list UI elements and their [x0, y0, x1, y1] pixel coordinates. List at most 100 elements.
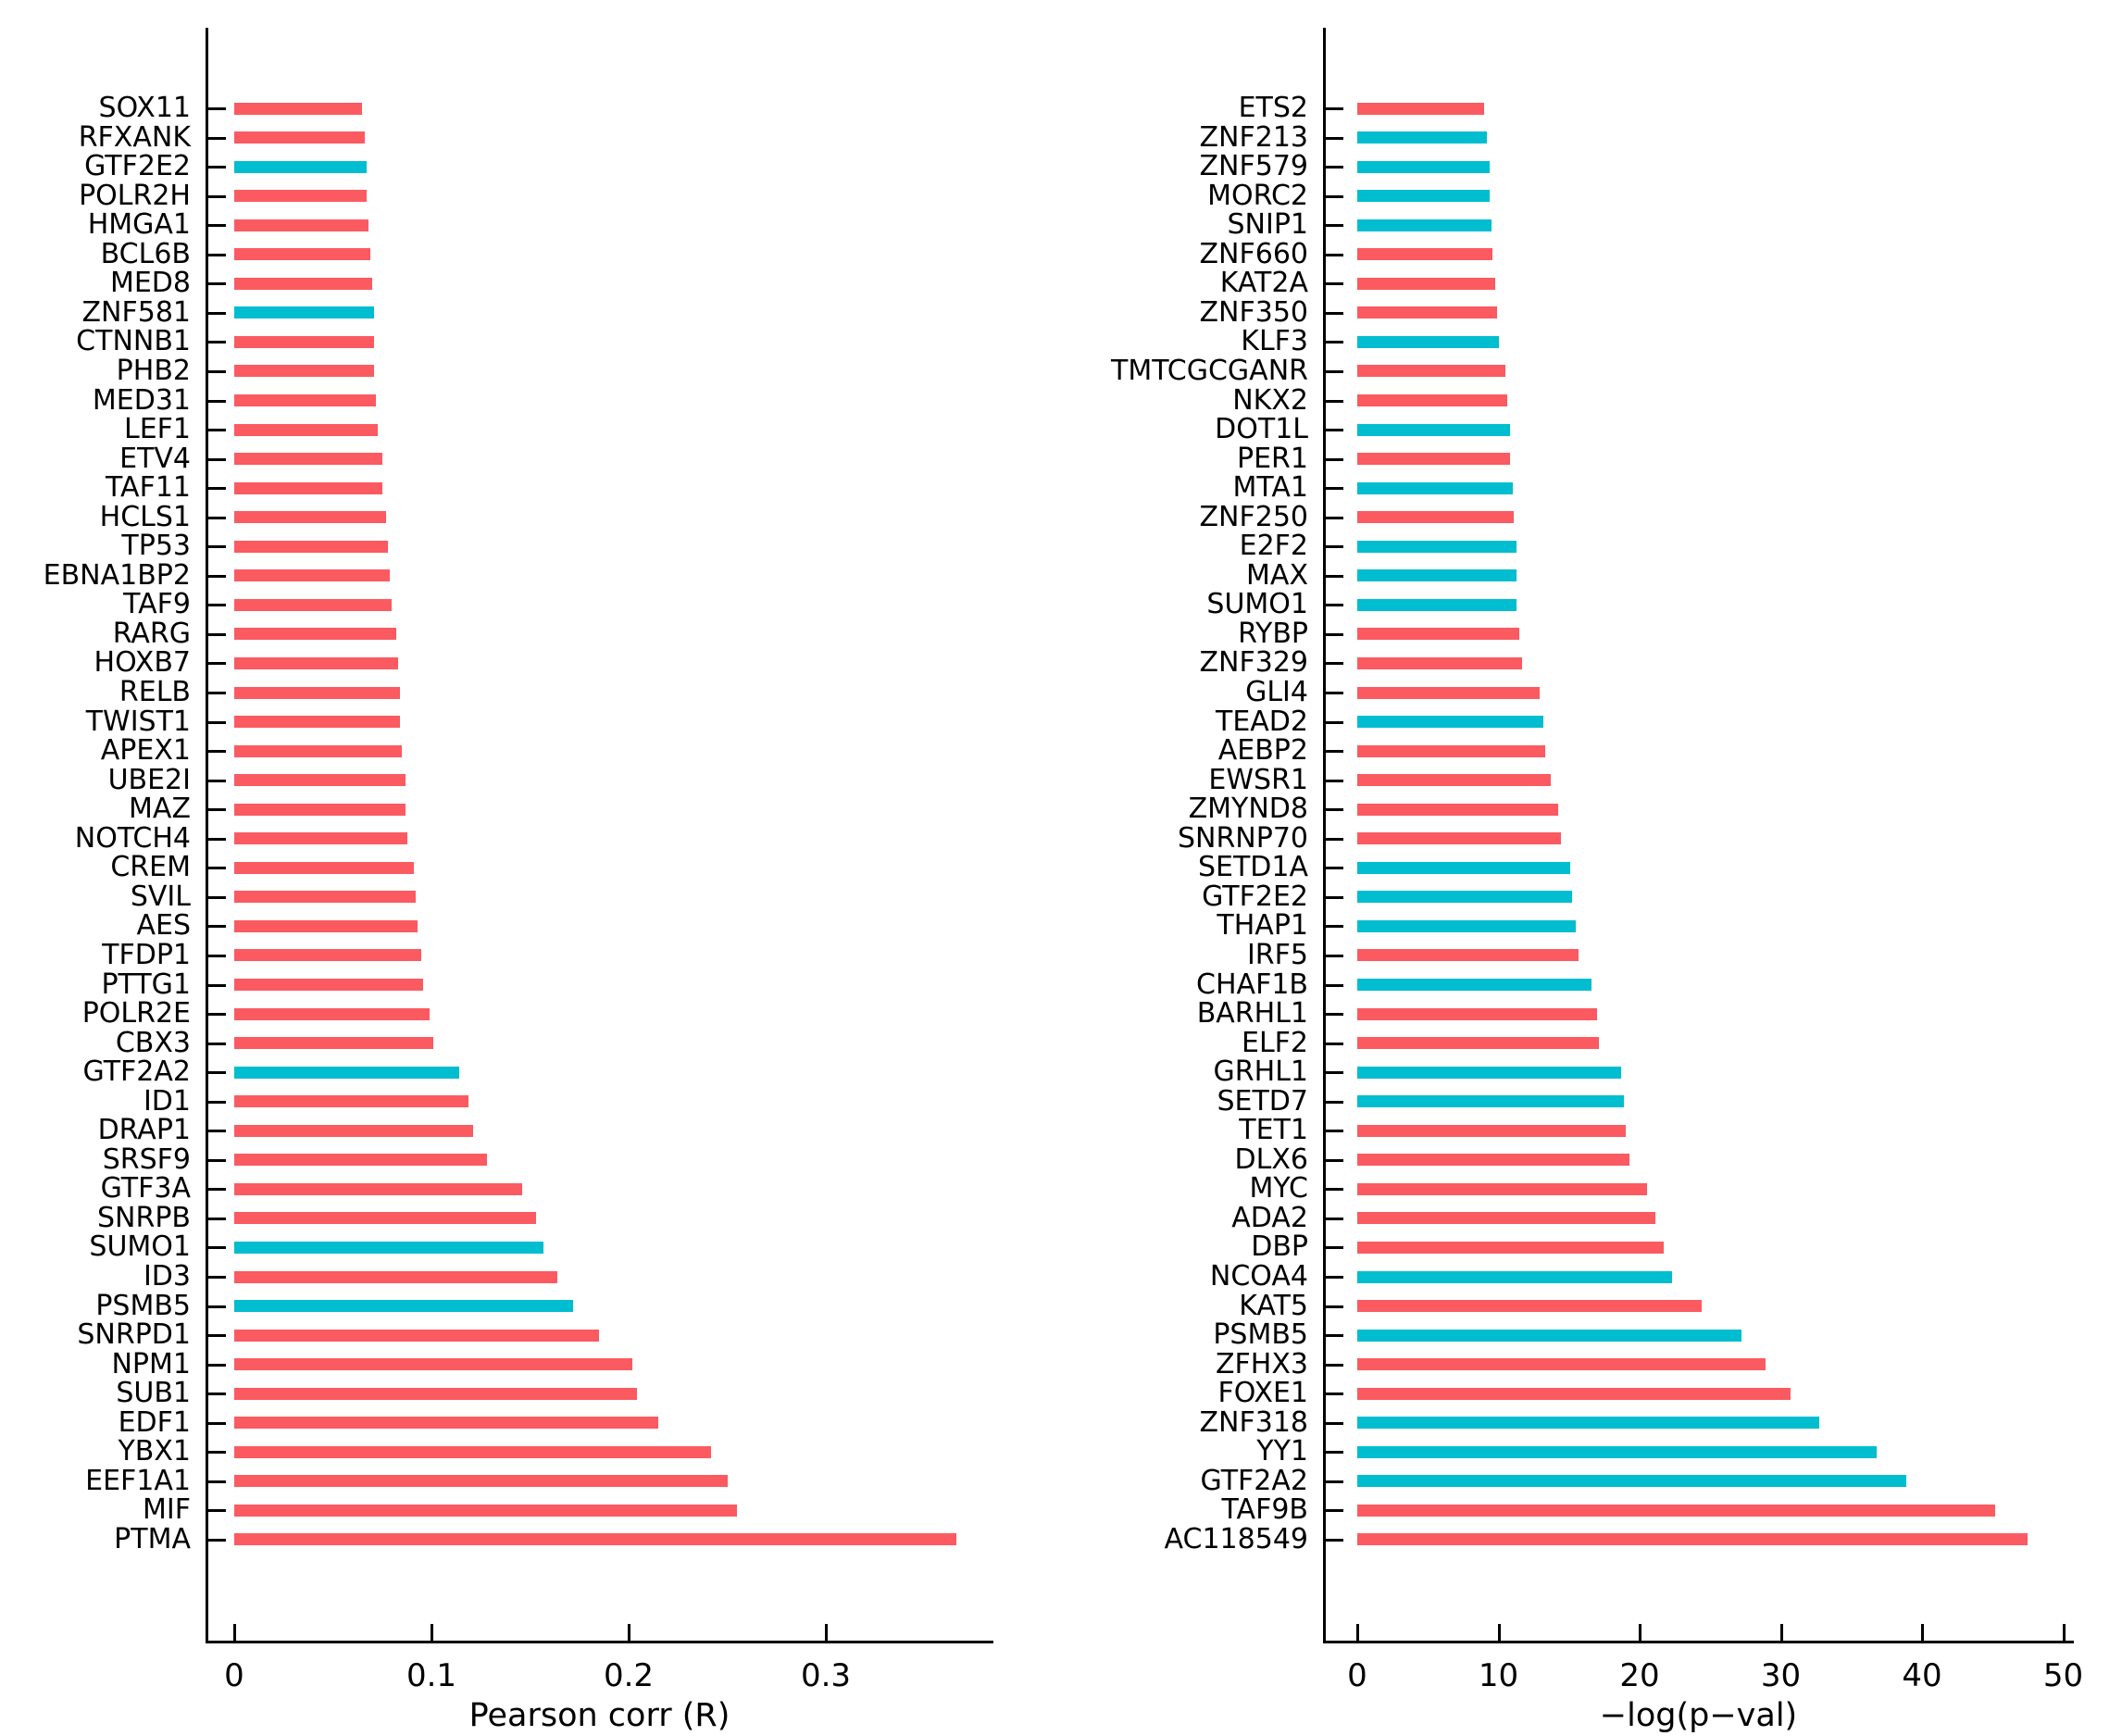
bar-APEX1	[234, 744, 403, 757]
y-tick-mark	[206, 895, 226, 899]
y-tick-mark	[1323, 1305, 1343, 1308]
x-axis-title: −log(p−val)	[1599, 1697, 1798, 1734]
gene-label-TAF9B: TAF9B	[1221, 1493, 1308, 1527]
gene-label-E2F2: E2F2	[1239, 530, 1308, 563]
bar-HOXB7	[234, 656, 398, 669]
bar-PSMB5	[1357, 1329, 1741, 1342]
bar-SNRPB	[234, 1212, 536, 1225]
bar-MAX	[1357, 569, 1517, 582]
bar-TAF9B	[1357, 1504, 1996, 1517]
gene-label-EWSR1: EWSR1	[1208, 763, 1308, 796]
x-axis-line	[1323, 1641, 2074, 1643]
y-tick-mark	[206, 1305, 226, 1308]
gene-label-ZMYND8: ZMYND8	[1188, 793, 1308, 826]
bar-GTF2E2	[234, 160, 367, 173]
bar-MED31	[234, 394, 377, 406]
bar-KAT5	[1357, 1300, 1703, 1313]
gene-label-CHAF1B: CHAF1B	[1196, 968, 1308, 1001]
bar-CREM	[234, 861, 414, 874]
y-tick-mark	[206, 867, 226, 870]
x-tick-mark	[1356, 1624, 1359, 1641]
gene-label-CBX3: CBX3	[115, 1026, 191, 1059]
gene-label-TWIST1: TWIST1	[85, 705, 191, 738]
gene-label-SNRPD1: SNRPD1	[77, 1318, 191, 1352]
y-tick-mark	[1323, 1276, 1343, 1280]
gene-label-ZFHX3: ZFHX3	[1215, 1347, 1308, 1380]
y-tick-mark	[1323, 282, 1343, 286]
y-tick-mark	[1323, 1509, 1343, 1513]
y-tick-mark	[1323, 369, 1343, 373]
y-tick-mark	[1323, 341, 1343, 344]
y-tick-mark	[206, 1334, 226, 1338]
y-tick-mark	[1323, 516, 1343, 519]
gene-label-CREM: CREM	[110, 851, 191, 884]
gene-label-SNIP1: SNIP1	[1227, 208, 1308, 242]
y-tick-mark	[1323, 867, 1343, 870]
gene-label-GTF2E2: GTF2E2	[84, 150, 191, 183]
bar-ELF2	[1357, 1037, 1599, 1050]
gene-label-TAF9: TAF9	[123, 588, 191, 621]
y-tick-mark	[206, 837, 226, 841]
y-tick-mark	[1323, 136, 1343, 140]
bar-GTF2A2	[1357, 1475, 1907, 1488]
y-tick-mark	[206, 224, 226, 228]
y-tick-mark	[1323, 1158, 1343, 1162]
bar-GTF2A2	[234, 1066, 459, 1079]
y-tick-mark	[206, 1421, 226, 1425]
bar-NOTCH4	[234, 832, 408, 845]
y-tick-mark	[206, 369, 226, 373]
gene-label-UBE2I: UBE2I	[107, 763, 191, 796]
bar-THAP1	[1357, 919, 1577, 932]
x-tick-label: 0	[224, 1657, 244, 1694]
gene-label-PSMB5: PSMB5	[1213, 1318, 1308, 1352]
gene-label-FOXE1: FOXE1	[1217, 1377, 1308, 1410]
gene-label-SUB1: SUB1	[116, 1377, 191, 1410]
x-tick-mark	[431, 1624, 433, 1641]
gene-label-BARHL1: BARHL1	[1196, 997, 1308, 1030]
y-tick-mark	[1323, 399, 1343, 403]
bar-TMTCGCGANR	[1357, 365, 1506, 378]
bar-RFXANK	[234, 131, 365, 144]
bar-GTF3A	[234, 1182, 522, 1195]
y-tick-mark	[1323, 1188, 1343, 1192]
y-tick-mark	[1323, 1451, 1343, 1455]
gene-label-ZNF213: ZNF213	[1199, 120, 1308, 154]
y-tick-mark	[1323, 1363, 1343, 1367]
gene-label-PHB2: PHB2	[116, 354, 191, 387]
gene-label-MAZ: MAZ	[129, 793, 191, 826]
bar-ID1	[234, 1095, 469, 1108]
x-tick-label: 30	[1760, 1657, 1802, 1694]
y-tick-mark	[206, 399, 226, 403]
bar-RARG	[234, 628, 396, 641]
gene-label-NOTCH4: NOTCH4	[74, 821, 191, 855]
gene-label-EDF1: EDF1	[118, 1405, 191, 1439]
bar-TP53	[234, 540, 389, 553]
gene-label-ETS2: ETS2	[1238, 92, 1308, 124]
bar-ZNF250	[1357, 511, 1515, 524]
x-tick-label: 20	[1619, 1657, 1660, 1694]
gene-label-RELB: RELB	[119, 676, 191, 709]
gene-label-PTTG1: PTTG1	[101, 968, 191, 1001]
y-tick-mark	[206, 457, 226, 461]
bar-ZNF581	[234, 306, 375, 319]
x-axis-line	[206, 1641, 993, 1643]
bar-BARHL1	[1357, 1007, 1598, 1020]
gene-label-APEX1: APEX1	[100, 734, 191, 768]
gene-label-ZNF318: ZNF318	[1199, 1405, 1308, 1439]
bar-MTA1	[1357, 481, 1513, 494]
y-tick-mark	[1323, 574, 1343, 578]
gene-label-RFXANK: RFXANK	[78, 120, 191, 154]
bar-GTF2E2	[1357, 891, 1572, 904]
y-tick-mark	[1323, 954, 1343, 957]
gene-label-RYBP: RYBP	[1238, 617, 1308, 650]
y-tick-mark	[206, 1538, 226, 1542]
gene-label-TET1: TET1	[1239, 1114, 1308, 1147]
y-tick-mark	[1323, 1071, 1343, 1075]
bar-SVIL	[234, 891, 416, 904]
y-tick-mark	[1323, 1393, 1343, 1396]
bar-EEF1A1	[234, 1475, 728, 1488]
bar-MORC2	[1357, 190, 1491, 203]
bar-MAZ	[234, 803, 406, 816]
y-tick-mark	[206, 1188, 226, 1192]
gene-label-SRSF9: SRSF9	[102, 1143, 191, 1176]
